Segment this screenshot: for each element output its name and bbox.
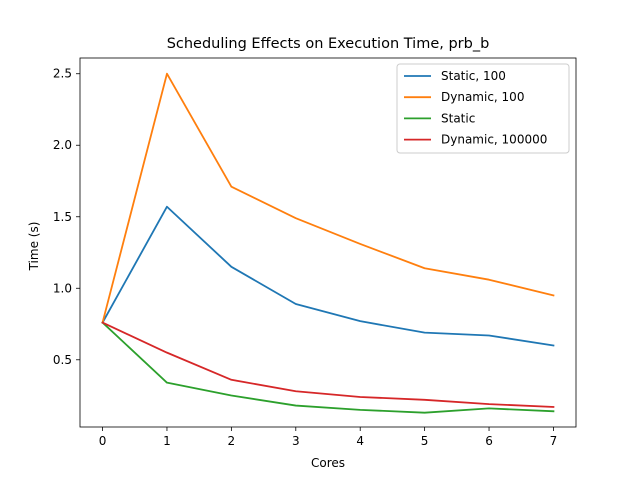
y-tick-label: 2.5 <box>53 67 72 81</box>
legend-label-1: Static, 100 <box>441 69 506 83</box>
y-tick-label: 1.0 <box>53 281 72 295</box>
y-tick-label: 1.5 <box>53 210 72 224</box>
x-tick-label: 6 <box>485 434 493 448</box>
legend-label-4: Dynamic, 100000 <box>441 133 547 147</box>
x-tick-label: 5 <box>421 434 429 448</box>
series-line-1 <box>101 205 555 347</box>
x-tick-label: 2 <box>228 434 236 448</box>
tick-layer: 0 1 2 3 4 5 6 7 0.5 1.0 1.5 2.0 2.5 <box>53 67 557 448</box>
y-tick-label: 2.0 <box>53 138 72 152</box>
series-layer <box>101 72 555 414</box>
x-tick-label: 4 <box>356 434 364 448</box>
x-tick-label: 7 <box>550 434 558 448</box>
series-line-3 <box>101 321 555 414</box>
legend: Static, 100 Dynamic, 100 Static Dynamic, 10… <box>396 63 570 154</box>
chart-title: Scheduling Effects on Execution Time, pr… <box>167 36 490 52</box>
series-line-2 <box>101 72 555 324</box>
plot-frame <box>79 57 577 428</box>
legend-box <box>396 63 570 154</box>
legend-label-3: Static <box>441 111 475 125</box>
y-tick-label: 0.5 <box>53 353 72 367</box>
x-axis-label: Cores <box>311 456 345 470</box>
x-tick-label: 1 <box>163 434 171 448</box>
legend-label-2: Dynamic, 100 <box>441 90 524 104</box>
series-line-4 <box>101 321 555 408</box>
x-tick-label: 3 <box>292 434 300 448</box>
y-axis-label: Time (s) <box>27 222 41 272</box>
x-tick-label: 0 <box>99 434 107 448</box>
